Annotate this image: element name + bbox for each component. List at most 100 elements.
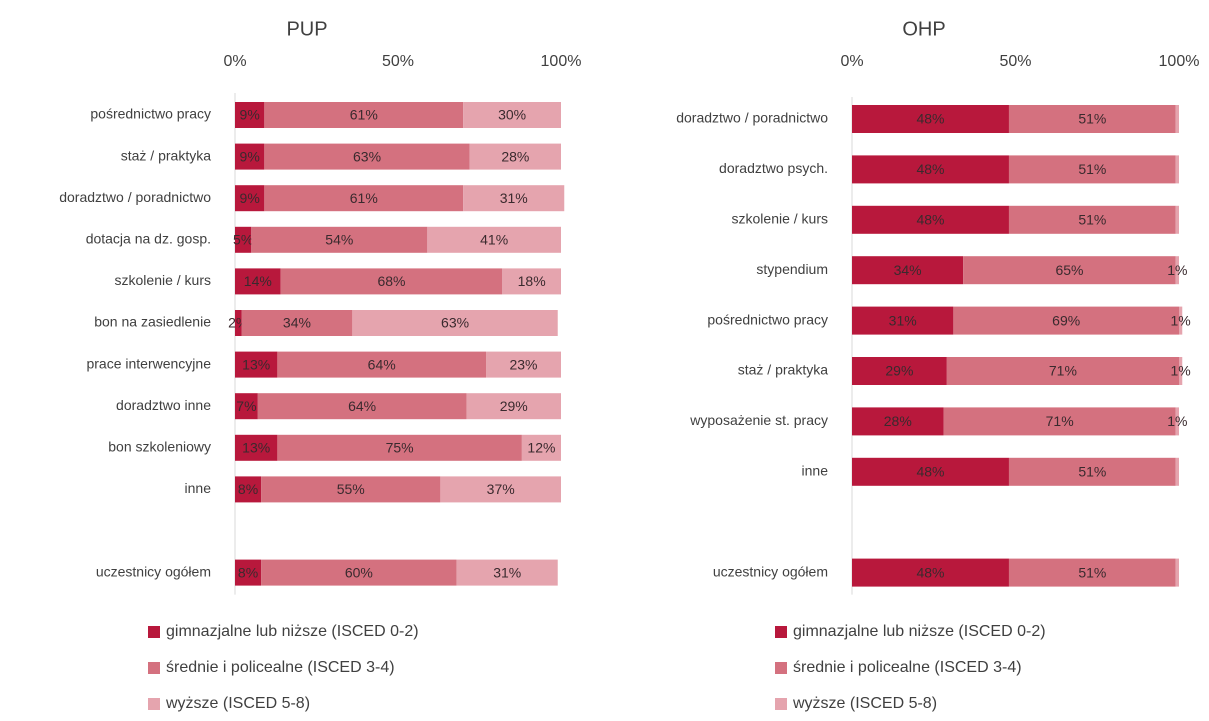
- x-tick-label: 50%: [999, 53, 1031, 70]
- value-label: 28%: [501, 148, 529, 164]
- bar-segment: [1008, 205, 1176, 234]
- category-label: stypendium: [756, 261, 828, 277]
- bar-segment: [235, 226, 252, 253]
- value-label: 31%: [500, 190, 528, 206]
- value-label: 1%: [1167, 413, 1187, 429]
- value-label: 65%: [1055, 262, 1083, 278]
- bar-segment: [1179, 357, 1183, 385]
- value-label: 34%: [283, 315, 311, 331]
- bar-segment: [264, 102, 464, 128]
- category-label: inne: [802, 463, 829, 479]
- bar-segment: [466, 393, 561, 420]
- value-label: 48%: [916, 212, 944, 228]
- value-label: 9%: [240, 148, 260, 164]
- value-label: 18%: [518, 273, 546, 289]
- legend-swatch: [148, 662, 160, 674]
- bar-segment: [261, 559, 457, 586]
- value-label: 9%: [240, 190, 260, 206]
- value-label: 51%: [1078, 464, 1106, 480]
- bar-segment: [456, 559, 558, 586]
- category-label: wyposażenie st. pracy: [689, 412, 828, 428]
- bar-segment: [946, 357, 1179, 385]
- value-label: 30%: [498, 107, 526, 123]
- bar-segment: [852, 407, 944, 436]
- value-label: 48%: [916, 564, 944, 580]
- value-label: 51%: [1078, 111, 1106, 127]
- value-label: 1%: [1171, 312, 1191, 328]
- category-label: szkolenie / kurs: [115, 272, 211, 288]
- value-label: 31%: [889, 312, 917, 328]
- category-label: pośrednictwo pracy: [707, 311, 828, 327]
- legend-label: średnie i policealne (ISCED 3-4): [166, 659, 395, 676]
- value-label: 51%: [1078, 161, 1106, 177]
- bar-segment: [235, 476, 262, 503]
- bar-segment: [852, 155, 1009, 184]
- bar-segment: [852, 256, 964, 285]
- bar-segment: [486, 351, 561, 378]
- value-label: 68%: [377, 273, 405, 289]
- chart-title: OHP: [902, 18, 945, 40]
- bar-segment: [440, 476, 561, 503]
- value-label: 51%: [1078, 212, 1106, 228]
- bar-segment: [277, 434, 522, 461]
- value-label: 64%: [348, 398, 376, 414]
- bar-segment: [1175, 155, 1179, 184]
- bar-segment: [235, 143, 265, 170]
- chart-title: PUP: [286, 18, 327, 40]
- legend-label: gimnazjalne lub niższe (ISCED 0-2): [793, 623, 1046, 640]
- bar-segment: [852, 105, 1009, 133]
- legend-label: gimnazjalne lub niższe (ISCED 0-2): [166, 623, 419, 640]
- legend-swatch: [775, 662, 787, 674]
- value-label: 71%: [1046, 413, 1074, 429]
- x-tick-label: 50%: [382, 53, 414, 70]
- value-label: 28%: [884, 413, 912, 429]
- value-label: 51%: [1078, 564, 1106, 580]
- value-label: 69%: [1052, 312, 1080, 328]
- bar-segment: [852, 306, 954, 335]
- bar-segment: [953, 306, 1179, 335]
- value-label: 63%: [441, 315, 469, 331]
- value-label: 55%: [337, 481, 365, 497]
- category-label: bon na zasiedlenie: [94, 314, 211, 330]
- bar-segment: [264, 185, 464, 212]
- bar-segment: [261, 476, 441, 503]
- bar-segment: [1175, 558, 1179, 587]
- category-label: doradztwo / poradnictwo: [59, 189, 211, 205]
- value-label: 14%: [244, 273, 272, 289]
- category-label: staż / praktyka: [121, 147, 211, 163]
- value-label: 60%: [345, 564, 373, 580]
- category-label: staż / praktyka: [738, 362, 828, 378]
- x-tick-label: 100%: [541, 53, 582, 70]
- category-label: dotacja na dz. gosp.: [86, 231, 211, 247]
- value-label: 61%: [350, 107, 378, 123]
- bar-segment: [502, 268, 561, 295]
- bar-segment: [1008, 457, 1176, 486]
- bar-segment: [264, 143, 470, 170]
- category-label: inne: [185, 480, 212, 496]
- bar-segment: [1175, 407, 1179, 436]
- value-label: 1%: [1171, 363, 1191, 379]
- bar-segment: [235, 185, 265, 212]
- bar-segment: [463, 185, 565, 212]
- bar-segment: [251, 226, 428, 253]
- bar-segment: [1175, 256, 1179, 285]
- bar-segment: [1179, 306, 1183, 335]
- value-label: 41%: [480, 232, 508, 248]
- bar-segment: [235, 559, 262, 586]
- value-label: 48%: [916, 111, 944, 127]
- bar-segment: [852, 457, 1009, 486]
- bar-segment: [352, 310, 558, 336]
- value-label: 5%: [233, 232, 253, 248]
- x-tick-label: 0%: [840, 53, 863, 70]
- bar-segment: [463, 102, 561, 128]
- bar-segment: [963, 256, 1176, 285]
- category-label: pośrednictwo pracy: [90, 106, 211, 122]
- bar-segment: [235, 310, 242, 336]
- bar-segment: [852, 558, 1009, 587]
- value-label: 64%: [368, 356, 396, 372]
- bar-segment: [1175, 105, 1179, 133]
- bar-segment: [277, 351, 487, 378]
- bar-segment: [235, 268, 281, 295]
- value-label: 29%: [885, 363, 913, 379]
- category-label: szkolenie / kurs: [732, 211, 828, 227]
